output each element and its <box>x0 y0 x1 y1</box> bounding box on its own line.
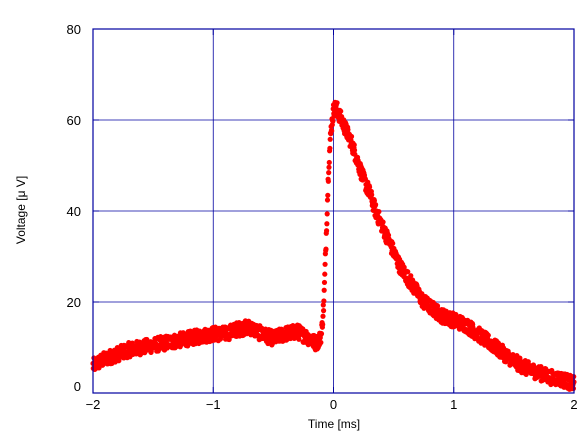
data-point <box>322 261 328 267</box>
data-point <box>348 133 355 140</box>
data-point <box>329 128 335 134</box>
data-point <box>327 145 333 151</box>
data-point <box>334 100 340 106</box>
data-point <box>318 339 324 346</box>
data-point <box>321 279 328 286</box>
data-point <box>320 308 327 314</box>
data-point <box>408 273 414 279</box>
data-point <box>323 228 330 234</box>
data-point <box>325 192 331 198</box>
x-axis-label: Time [ms] <box>308 417 360 431</box>
y-tick-labels: 0 20 40 60 80 <box>67 22 81 394</box>
data-point <box>401 264 407 270</box>
data-point <box>320 313 326 319</box>
data-point <box>324 197 331 203</box>
x-tick-label: −2 <box>86 397 101 412</box>
x-tick-label: 2 <box>570 397 577 412</box>
x-tick-label: 1 <box>450 397 457 412</box>
data-point <box>320 321 326 328</box>
data-point <box>376 209 382 215</box>
data-point <box>351 142 357 148</box>
data-point <box>323 246 329 252</box>
data-point <box>327 136 333 142</box>
y-tick-label: 20 <box>67 295 81 310</box>
data-point <box>371 198 377 204</box>
data-point <box>325 178 331 184</box>
data-point <box>369 192 375 198</box>
y-tick-label: 60 <box>67 113 81 128</box>
data-point <box>326 159 332 166</box>
data-point <box>116 358 122 364</box>
x-tick-label: 0 <box>330 397 337 412</box>
data-point <box>351 147 358 153</box>
data-point <box>372 202 379 208</box>
data-point <box>324 221 330 227</box>
data-point <box>318 331 325 337</box>
data-point <box>390 240 396 247</box>
data-point <box>321 287 327 293</box>
y-tick-label: 40 <box>67 204 81 219</box>
data-point <box>405 269 411 275</box>
plot-frame <box>92 28 575 394</box>
data-point <box>366 184 373 190</box>
y-axis-label: Voltage [μ V] <box>14 176 28 244</box>
y-tick-label: 0 <box>74 379 81 394</box>
data-points <box>90 99 577 392</box>
x-tick-label: −1 <box>206 397 221 412</box>
x-tick-labels: −2 −1 0 1 2 <box>86 397 578 412</box>
data-point <box>326 170 332 176</box>
data-point <box>326 164 332 170</box>
data-point <box>485 332 491 338</box>
data-point <box>330 118 336 124</box>
data-point <box>324 211 330 217</box>
data-point <box>321 298 327 304</box>
data-point <box>322 271 328 277</box>
data-point <box>320 302 326 308</box>
y-tick-label: 80 <box>67 22 81 37</box>
data-point <box>338 108 344 114</box>
data-point <box>380 219 386 225</box>
data-point <box>296 336 302 342</box>
